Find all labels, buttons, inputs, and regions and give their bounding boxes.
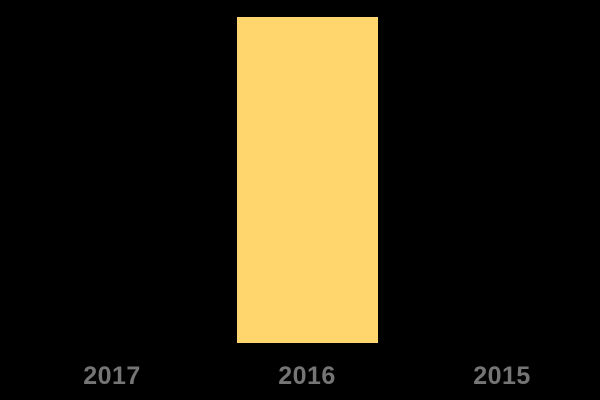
x-axis-tick-2016: 2016 bbox=[278, 362, 336, 390]
bar-2016 bbox=[237, 17, 378, 343]
x-axis-tick-2015: 2015 bbox=[473, 362, 531, 390]
x-axis-tick-2017: 2017 bbox=[83, 362, 141, 390]
